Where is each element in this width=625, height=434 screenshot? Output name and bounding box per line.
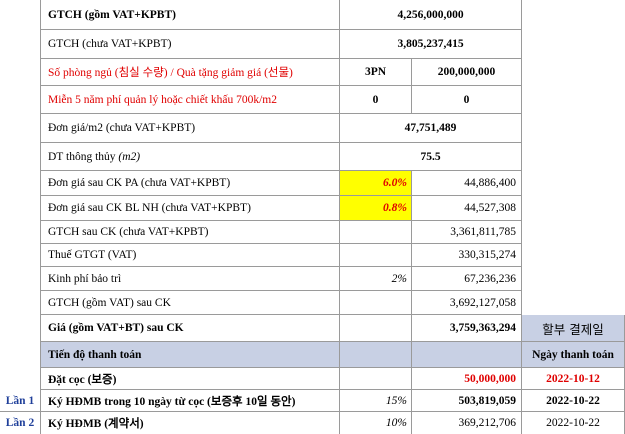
installment-date-header[interactable]: 할부 결제일: [522, 315, 625, 342]
date-lan2[interactable]: 2022-10-22: [522, 412, 625, 434]
value-maintenance[interactable]: 67,236,236: [412, 267, 522, 291]
row-area: DT thông thủy (m2) 75.5: [0, 143, 625, 171]
value-vat-tax[interactable]: 330,315,274: [412, 244, 522, 267]
value-gtch-vat-after-ck[interactable]: 3,692,127,058: [412, 291, 522, 315]
value-final-price[interactable]: 3,759,363,294: [412, 315, 522, 342]
row-lan2: Lần 2 Ký HĐMB (계약서) 10% 369,212,706 2022…: [0, 412, 625, 434]
row-schedule-header: Tiến độ thanh toán Ngày thanh toán: [0, 342, 625, 368]
row-price-ck-pa: Đơn giá sau CK PA (chưa VAT+KPBT) 6.0% 4…: [0, 171, 625, 196]
pct-lan2[interactable]: 10%: [340, 412, 412, 434]
pct-price-ck-bl[interactable]: 0.8%: [340, 196, 412, 221]
gift-value[interactable]: 200,000,000: [412, 59, 522, 86]
label-price-ck-pa[interactable]: Đơn giá sau CK PA (chưa VAT+KPBT): [40, 171, 340, 196]
area-label-unit: (m2): [118, 150, 141, 163]
row-maintenance: Kinh phí bảo trì 2% 67,236,236: [0, 267, 625, 291]
row-gtch-after-ck: GTCH sau CK (chưa VAT+KPBT) 3,361,811,78…: [0, 221, 625, 244]
lan2-label[interactable]: Lần 2: [5, 417, 35, 429]
label-maintenance[interactable]: Kinh phí bảo trì: [40, 267, 340, 291]
label-unit-price[interactable]: Đơn giá/m2 (chưa VAT+KPBT): [40, 114, 340, 143]
label-gtch-vat-after-ck[interactable]: GTCH (gồm VAT) sau CK: [40, 291, 340, 315]
free-management-count[interactable]: 0: [340, 86, 412, 114]
label-gtch-no-vat[interactable]: GTCH (chưa VAT+KPBT): [40, 30, 340, 59]
pct-lan1[interactable]: 15%: [340, 390, 412, 412]
pct-gtch-after-ck[interactable]: [340, 221, 412, 244]
value-area[interactable]: 75.5: [340, 143, 522, 171]
row-price-ck-bl: Đơn giá sau CK BL NH (chưa VAT+KPBT) 0.8…: [0, 196, 625, 221]
label-final-price[interactable]: Giá (gồm VAT+BT) sau CK: [40, 315, 340, 342]
label-lan1[interactable]: Ký HĐMB trong 10 ngày từ cọc (보증후 10일 동안…: [40, 390, 340, 412]
row-bedrooms: Số phòng ngủ (침실 수량) / Quà tặng giảm giá…: [0, 59, 625, 86]
lan1-label[interactable]: Lần 1: [0, 390, 40, 412]
value-price-ck-pa[interactable]: 44,886,400: [412, 171, 522, 196]
label-gtch-after-ck[interactable]: GTCH sau CK (chưa VAT+KPBT): [40, 221, 340, 244]
row-gtch-no-vat: GTCH (chưa VAT+KPBT) 3,805,237,415: [0, 30, 625, 59]
label-bedrooms[interactable]: Số phòng ngủ (침실 수량) / Quà tặng giảm giá…: [40, 59, 340, 86]
value-deposit[interactable]: 50,000,000: [412, 368, 522, 390]
label-price-ck-bl[interactable]: Đơn giá sau CK BL NH (chưa VAT+KPBT): [40, 196, 340, 221]
value-gtch-vat[interactable]: 4,256,000,000: [340, 0, 522, 30]
pct-maintenance[interactable]: 2%: [340, 267, 412, 291]
pct-final-price[interactable]: [340, 315, 412, 342]
label-free-management[interactable]: Miễn 5 năm phí quản lý hoặc chiết khấu 7…: [40, 86, 340, 114]
label-deposit[interactable]: Đặt cọc (보증): [40, 368, 340, 390]
row-unit-price: Đơn giá/m2 (chưa VAT+KPBT) 47,751,489: [0, 114, 625, 143]
row-vat-tax: Thuế GTGT (VAT) 330,315,274: [0, 244, 625, 267]
value-gtch-no-vat[interactable]: 3,805,237,415: [340, 30, 522, 59]
row-final-price: Giá (gồm VAT+BT) sau CK 3,759,363,294 할부…: [0, 315, 625, 342]
value-lan1[interactable]: 503,819,059: [412, 390, 522, 412]
pct-deposit[interactable]: [340, 368, 412, 390]
label-area[interactable]: DT thông thủy (m2): [40, 143, 340, 171]
schedule-header-value[interactable]: [412, 342, 522, 368]
payment-date-header[interactable]: Ngày thanh toán: [522, 342, 625, 368]
value-gtch-after-ck[interactable]: 3,361,811,785: [412, 221, 522, 244]
row-deposit: Đặt cọc (보증) 50,000,000 2022-10-12: [0, 368, 625, 390]
label-vat-tax[interactable]: Thuế GTGT (VAT): [40, 244, 340, 267]
label-lan2[interactable]: Ký HĐMB (계약서): [40, 412, 340, 434]
pct-gtch-vat-after-ck[interactable]: [340, 291, 412, 315]
bedroom-count[interactable]: 3PN: [340, 59, 412, 86]
date-deposit[interactable]: 2022-10-12: [522, 368, 625, 390]
free-management-value[interactable]: 0: [412, 86, 522, 114]
value-unit-price[interactable]: 47,751,489: [340, 114, 522, 143]
value-price-ck-bl[interactable]: 44,527,308: [412, 196, 522, 221]
label-gtch-vat[interactable]: GTCH (gồm VAT+KPBT): [40, 0, 340, 30]
area-label-main: DT thông thủy: [48, 150, 116, 163]
schedule-header-pct[interactable]: [340, 342, 412, 368]
pct-vat-tax[interactable]: [340, 244, 412, 267]
row-lan1: Lần 1 Ký HĐMB trong 10 ngày từ cọc (보증후 …: [0, 390, 625, 412]
pct-price-ck-pa[interactable]: 6.0%: [340, 171, 412, 196]
date-lan1[interactable]: 2022-10-22: [522, 390, 625, 412]
row-free-management: Miễn 5 năm phí quản lý hoặc chiết khấu 7…: [0, 86, 625, 114]
value-lan2[interactable]: 369,212,706: [412, 412, 522, 434]
label-schedule-header[interactable]: Tiến độ thanh toán: [40, 342, 340, 368]
row-gtch-vat: GTCH (gồm VAT+KPBT) 4,256,000,000: [0, 0, 625, 30]
row-gtch-vat-after-ck: GTCH (gồm VAT) sau CK 3,692,127,058: [0, 291, 625, 315]
